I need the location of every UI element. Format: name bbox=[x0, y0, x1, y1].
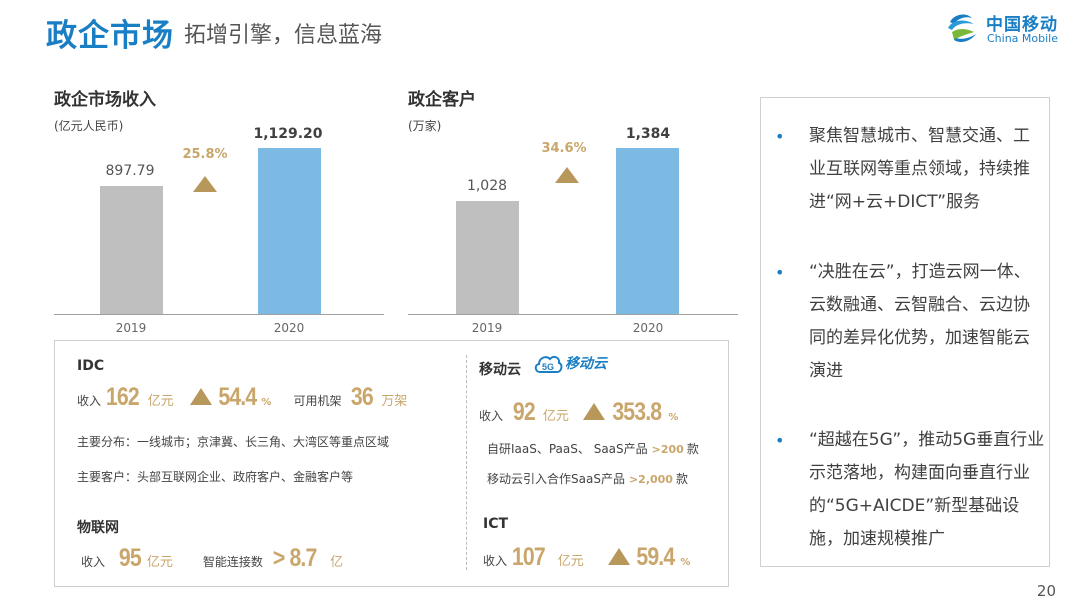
idc-title: IDC bbox=[77, 358, 105, 374]
partner-saas-products-label: 移动云引入合作SaaS产品 bbox=[487, 472, 625, 486]
bullet-text: “决胜在云”，打造云网一体、云数融通、云智融合、云边协同的差异化优势，加速智能云… bbox=[809, 262, 1031, 381]
growth-value: 353.8 bbox=[612, 398, 662, 426]
page-number: 20 bbox=[1036, 582, 1056, 600]
bullet-marker: • bbox=[775, 263, 785, 282]
iot-metrics-row: 收入 95 亿元 智能连接数 > 8.7 亿 bbox=[81, 544, 343, 573]
x-tick-label: 2019 bbox=[115, 321, 147, 335]
revenue-unit: 亿元 bbox=[147, 394, 174, 409]
idc-distribution: 主要分布：一线城市；京津冀、长三角、大湾区等重点区域 bbox=[77, 435, 390, 449]
bar-2020 bbox=[616, 148, 679, 314]
x-axis-line bbox=[408, 314, 738, 315]
chart-unit: (亿元人民币) bbox=[54, 119, 124, 133]
bullet-text: “超越在5G”，推动5G垂直行业示范落地，构建面向垂直行业的“5G+AICDE”… bbox=[809, 430, 1045, 549]
up-triangle-icon bbox=[189, 388, 212, 405]
mobile-cloud-title: 移动云 bbox=[479, 362, 521, 378]
logo-english-text: China Mobile bbox=[987, 32, 1059, 45]
products-unit: 款 bbox=[675, 472, 688, 486]
racks-unit: 万架 bbox=[381, 394, 408, 409]
up-triangle-icon bbox=[582, 403, 605, 420]
mobile-cloud-line2: 移动云引入合作SaaS产品 >2,000 款 bbox=[487, 470, 688, 487]
revenue-unit: 亿元 bbox=[542, 409, 569, 424]
logo-chinese-text: 中国移动 bbox=[986, 15, 1058, 35]
revenue-label: 收入 bbox=[479, 409, 504, 423]
up-triangle-icon bbox=[555, 167, 579, 183]
mobile-cloud-logo: 5G 移动云 bbox=[533, 351, 607, 375]
racks-label: 可用机架 bbox=[293, 394, 342, 408]
bar-value-label: 1,384 bbox=[625, 126, 671, 142]
bullet-item: • “决胜在云”，打造云网一体、云数融通、云智融合、云边协同的差异化优势，加速智… bbox=[775, 256, 1045, 388]
bar-2020 bbox=[258, 148, 321, 314]
bar-2019 bbox=[456, 201, 519, 314]
bullet-text: 聚焦智慧城市、智慧交通、工业互联网等重点领域，持续推进“网+云+DICT”服务 bbox=[809, 126, 1030, 212]
self-developed-products-value: >200 bbox=[651, 443, 684, 456]
bar-2019 bbox=[100, 186, 163, 314]
revenue-chart: 政企市场收入 (亿元人民币) 897.79 25.8% 1,129.20 201… bbox=[54, 85, 384, 335]
growth-label: 34.6% bbox=[541, 141, 587, 156]
x-tick-label: 2019 bbox=[471, 321, 503, 335]
revenue-label: 收入 bbox=[483, 554, 508, 568]
connections-unit: 亿 bbox=[330, 555, 344, 570]
strategy-bullets-box: • 聚焦智慧城市、智慧交通、工业互联网等重点领域，持续推进“网+云+DICT”服… bbox=[760, 97, 1050, 567]
revenue-unit: 亿元 bbox=[146, 555, 173, 570]
growth-unit: % bbox=[668, 412, 679, 423]
business-metrics-box: IDC 收入 162 亿元 54.4 % 可用机架 36 万架 主要分布：一线城… bbox=[54, 340, 729, 587]
dashed-divider bbox=[466, 355, 467, 570]
products-unit: 款 bbox=[686, 442, 699, 456]
mobile-cloud-metrics-row: 收入 92 亿元 353.8 % bbox=[479, 398, 678, 427]
x-tick-label: 2020 bbox=[632, 321, 664, 335]
growth-unit: % bbox=[261, 397, 272, 408]
growth-label: 25.8% bbox=[182, 147, 228, 162]
growth-unit: % bbox=[680, 557, 691, 568]
chart-title: 政企客户 bbox=[408, 90, 476, 110]
page-title: 政企市场 bbox=[46, 18, 174, 54]
mobile-cloud-logo-text: 移动云 bbox=[565, 356, 607, 372]
up-triangle-icon bbox=[607, 548, 630, 565]
bullet-item: • 聚焦智慧城市、智慧交通、工业互联网等重点领域，持续推进“网+云+DICT”服… bbox=[775, 120, 1045, 219]
revenue-value: 162 bbox=[105, 383, 140, 411]
chart-title: 政企市场收入 bbox=[54, 90, 156, 110]
chart-unit: (万家) bbox=[408, 119, 442, 133]
growth-value: 59.4 bbox=[636, 543, 675, 571]
revenue-label: 收入 bbox=[77, 394, 102, 408]
cloud-icon: 5G bbox=[534, 355, 563, 373]
china-mobile-logo-icon bbox=[948, 14, 976, 42]
growth-value: 54.4 bbox=[218, 383, 257, 411]
self-developed-products-label: 自研IaaS、PaaS、 SaaS产品 bbox=[487, 442, 648, 456]
revenue-value: 95 bbox=[118, 544, 142, 572]
revenue-label: 收入 bbox=[81, 555, 106, 569]
bar-value-label: 1,028 bbox=[466, 178, 508, 194]
idc-metrics-row: 收入 162 亿元 54.4 % 可用机架 36 万架 bbox=[77, 383, 407, 412]
racks-value: 36 bbox=[351, 383, 374, 411]
bullet-marker: • bbox=[775, 127, 785, 146]
x-axis-line bbox=[54, 314, 384, 315]
iot-title: 物联网 bbox=[77, 520, 119, 536]
customers-chart: 政企客户 (万家) 1,028 34.6% 1,384 2019 2020 bbox=[408, 85, 738, 335]
page-subtitle: 拓增引擎，信息蓝海 bbox=[184, 23, 383, 48]
bar-value-label: 1,129.20 bbox=[253, 126, 323, 142]
mobile-cloud-line1: 自研IaaS、PaaS、 SaaS产品 >200 款 bbox=[487, 440, 699, 457]
connections-value: > 8.7 bbox=[272, 544, 317, 572]
revenue-unit: 亿元 bbox=[557, 554, 584, 569]
idc-customers: 主要客户：头部互联网企业、政府客户、金融客户等 bbox=[77, 470, 354, 484]
revenue-value: 107 bbox=[511, 543, 546, 571]
ict-title: ICT bbox=[483, 516, 509, 532]
svg-text:5G: 5G bbox=[542, 362, 554, 372]
x-tick-label: 2020 bbox=[273, 321, 305, 335]
partner-saas-products-value: >2,000 bbox=[628, 473, 673, 486]
up-triangle-icon bbox=[193, 176, 217, 192]
bullet-marker: • bbox=[775, 431, 785, 450]
revenue-value: 92 bbox=[512, 398, 536, 426]
china-mobile-logo: 中国移动 China Mobile bbox=[944, 10, 1069, 50]
bar-value-label: 897.79 bbox=[105, 163, 155, 179]
bullet-item: • “超越在5G”，推动5G垂直行业示范落地，构建面向垂直行业的“5G+AICD… bbox=[775, 424, 1045, 556]
connections-label: 智能连接数 bbox=[202, 555, 263, 569]
ict-metrics-row: 收入 107 亿元 59.4 % bbox=[483, 543, 690, 572]
